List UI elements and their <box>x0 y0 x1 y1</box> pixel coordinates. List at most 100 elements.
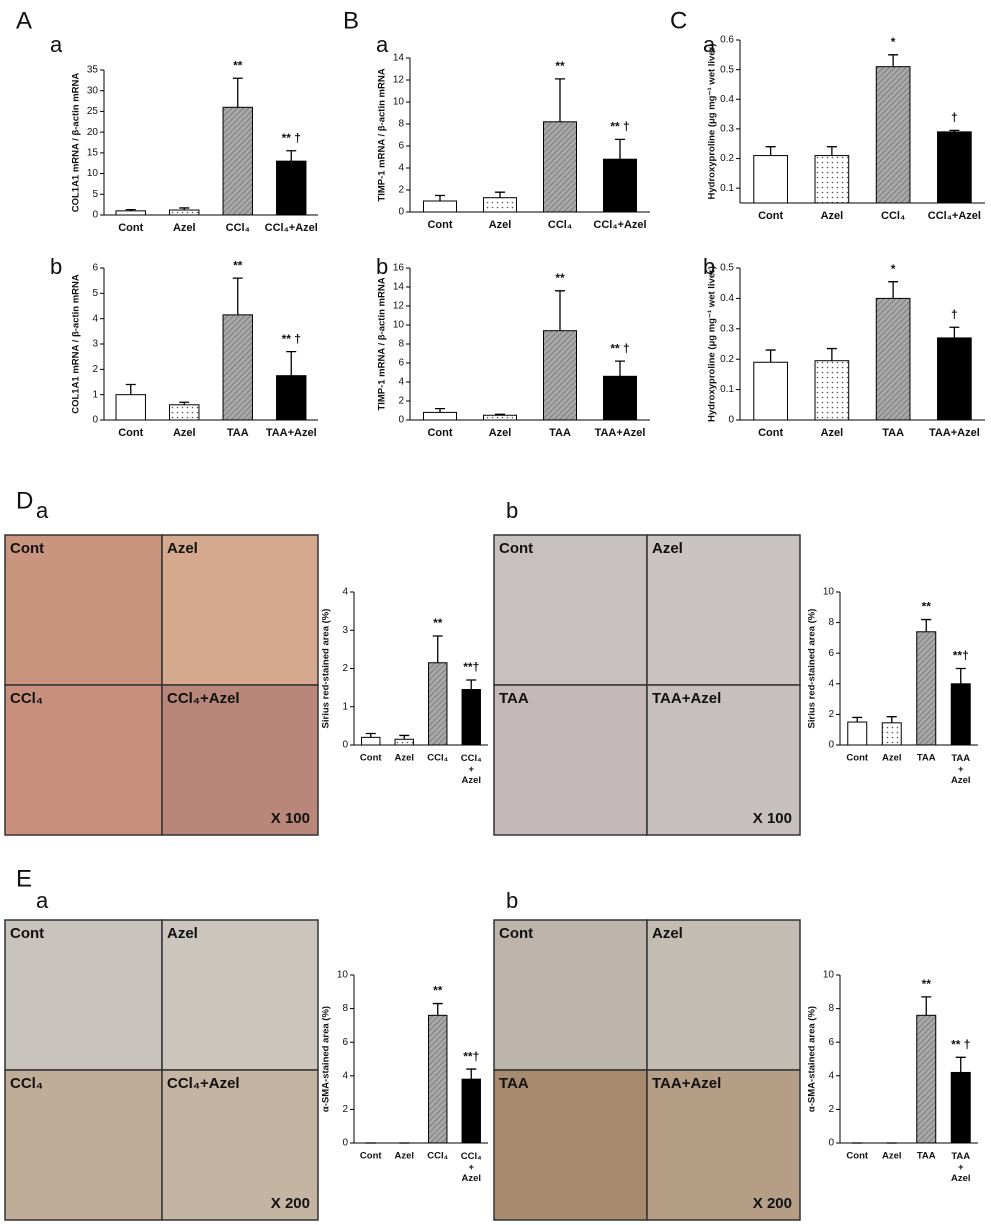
micrograph-image <box>646 534 801 686</box>
y-tick-label: 10 <box>393 320 405 331</box>
error-bar <box>466 1068 477 1080</box>
bar <box>115 210 146 216</box>
micrograph-label: CCl₄ <box>10 690 43 707</box>
y-tick-label: 6 <box>342 1037 348 1048</box>
bar <box>115 394 146 421</box>
error-bar <box>232 77 243 108</box>
bar <box>428 662 448 746</box>
micrograph-label: Cont <box>499 540 533 557</box>
y-tick-label: 4 <box>342 1070 348 1081</box>
panel-letter: a <box>36 498 49 523</box>
significance-label: **† <box>463 660 479 674</box>
micrograph-image <box>646 1069 801 1221</box>
bar <box>543 121 577 213</box>
micrograph-image <box>493 1069 648 1221</box>
y-tick-label: 8 <box>828 1003 834 1014</box>
x-tick-label: Azel <box>821 427 844 439</box>
bar <box>814 155 850 204</box>
y-tick-label: 6 <box>828 648 834 659</box>
x-tick-label: TAA+Azel <box>266 427 317 439</box>
y-tick-label: 0 <box>92 210 98 221</box>
micrograph-image <box>161 919 319 1071</box>
x-tick-label: Azel <box>173 427 196 439</box>
bar <box>428 1014 448 1144</box>
y-tick-label: 1 <box>92 389 98 400</box>
x-tick-label: Azel <box>882 1151 902 1162</box>
bar <box>483 197 517 213</box>
y-tick-label: 0.2 <box>720 354 734 365</box>
x-tick-label: Cont <box>758 427 783 439</box>
y-tick-label: 4 <box>398 377 404 388</box>
y-tick-label: 0 <box>398 415 404 426</box>
significance-label: ** † <box>610 120 629 134</box>
magnification: X 100 <box>753 810 792 827</box>
bar <box>875 66 911 204</box>
bar <box>937 131 972 204</box>
error-bar <box>949 326 960 338</box>
y-tick-label: 5 <box>92 288 98 299</box>
bar <box>394 738 414 746</box>
panel-letter: b <box>506 888 518 913</box>
y-tick-label: 10 <box>87 168 99 179</box>
y-tick-label: 2 <box>92 364 98 375</box>
bar <box>950 1071 971 1144</box>
bar <box>276 160 307 216</box>
error-bar <box>232 277 243 315</box>
x-tick-label: TAA+Azel <box>951 1151 971 1184</box>
micrograph-label: Cont <box>10 540 44 557</box>
panel-letter: b <box>376 254 388 279</box>
micrograph-image <box>161 684 319 836</box>
magnification: X 100 <box>271 810 310 827</box>
y-tick-label: 4 <box>92 313 98 324</box>
x-tick-label: Cont <box>427 427 452 439</box>
x-tick-label: Azel <box>173 222 196 234</box>
significance-label: † <box>951 111 958 125</box>
significance-label: ** <box>555 59 565 73</box>
bar <box>361 736 381 746</box>
x-tick-label: Cont <box>360 1151 382 1162</box>
error-bar <box>365 732 376 738</box>
x-tick-label: Cont <box>118 427 143 439</box>
x-tick-label: Azel <box>394 1151 414 1162</box>
error-bar <box>826 347 837 361</box>
y-tick-label: 14 <box>393 53 405 64</box>
y-tick-label: 0 <box>828 740 834 751</box>
x-tick-label: TAA+Azel <box>951 753 971 786</box>
bar <box>461 1078 481 1144</box>
y-tick-label: 3 <box>342 625 348 636</box>
significance-label: ** † <box>951 1037 970 1051</box>
bar <box>169 404 200 421</box>
micrograph-label: CCl₄ <box>10 1075 43 1092</box>
micrograph-image <box>4 684 163 836</box>
y-tick-label: 0.1 <box>720 384 734 395</box>
y-tick-label: 10 <box>823 970 835 981</box>
bar <box>461 689 481 746</box>
magnification: X 200 <box>271 1195 310 1212</box>
error-bar <box>555 290 565 331</box>
error-bar <box>555 78 565 122</box>
y-tick-label: 3 <box>92 339 98 350</box>
y-tick-label: 4 <box>828 1070 834 1081</box>
micrograph-label: Azel <box>652 925 683 942</box>
bar <box>875 297 911 421</box>
significance-label: * <box>891 262 896 276</box>
micrograph-label: TAA <box>499 690 529 707</box>
significance-label: ** † <box>282 332 301 346</box>
significance-label: ** <box>433 984 443 998</box>
x-tick-label: Azel <box>489 219 512 231</box>
error-bar <box>435 407 445 413</box>
x-tick-label: Azel <box>882 753 902 764</box>
panel-letter: C <box>670 7 687 34</box>
y-tick-label: 35 <box>87 65 99 76</box>
y-tick-label: 4 <box>398 163 404 174</box>
x-tick-label: TAA+Azel <box>595 427 646 439</box>
x-tick-label: CCl₄+Azel <box>593 219 646 231</box>
y-axis-label: Hydroxyproline (μg mg⁻¹ wet liver) <box>707 266 718 422</box>
error-bar <box>125 208 136 211</box>
x-tick-label: CCl₄+Azel <box>461 1151 482 1184</box>
error-bar <box>852 716 863 723</box>
error-bar <box>286 350 297 376</box>
y-tick-label: 2 <box>398 396 404 407</box>
panel-letter: b <box>50 254 62 279</box>
error-bar <box>125 383 136 395</box>
